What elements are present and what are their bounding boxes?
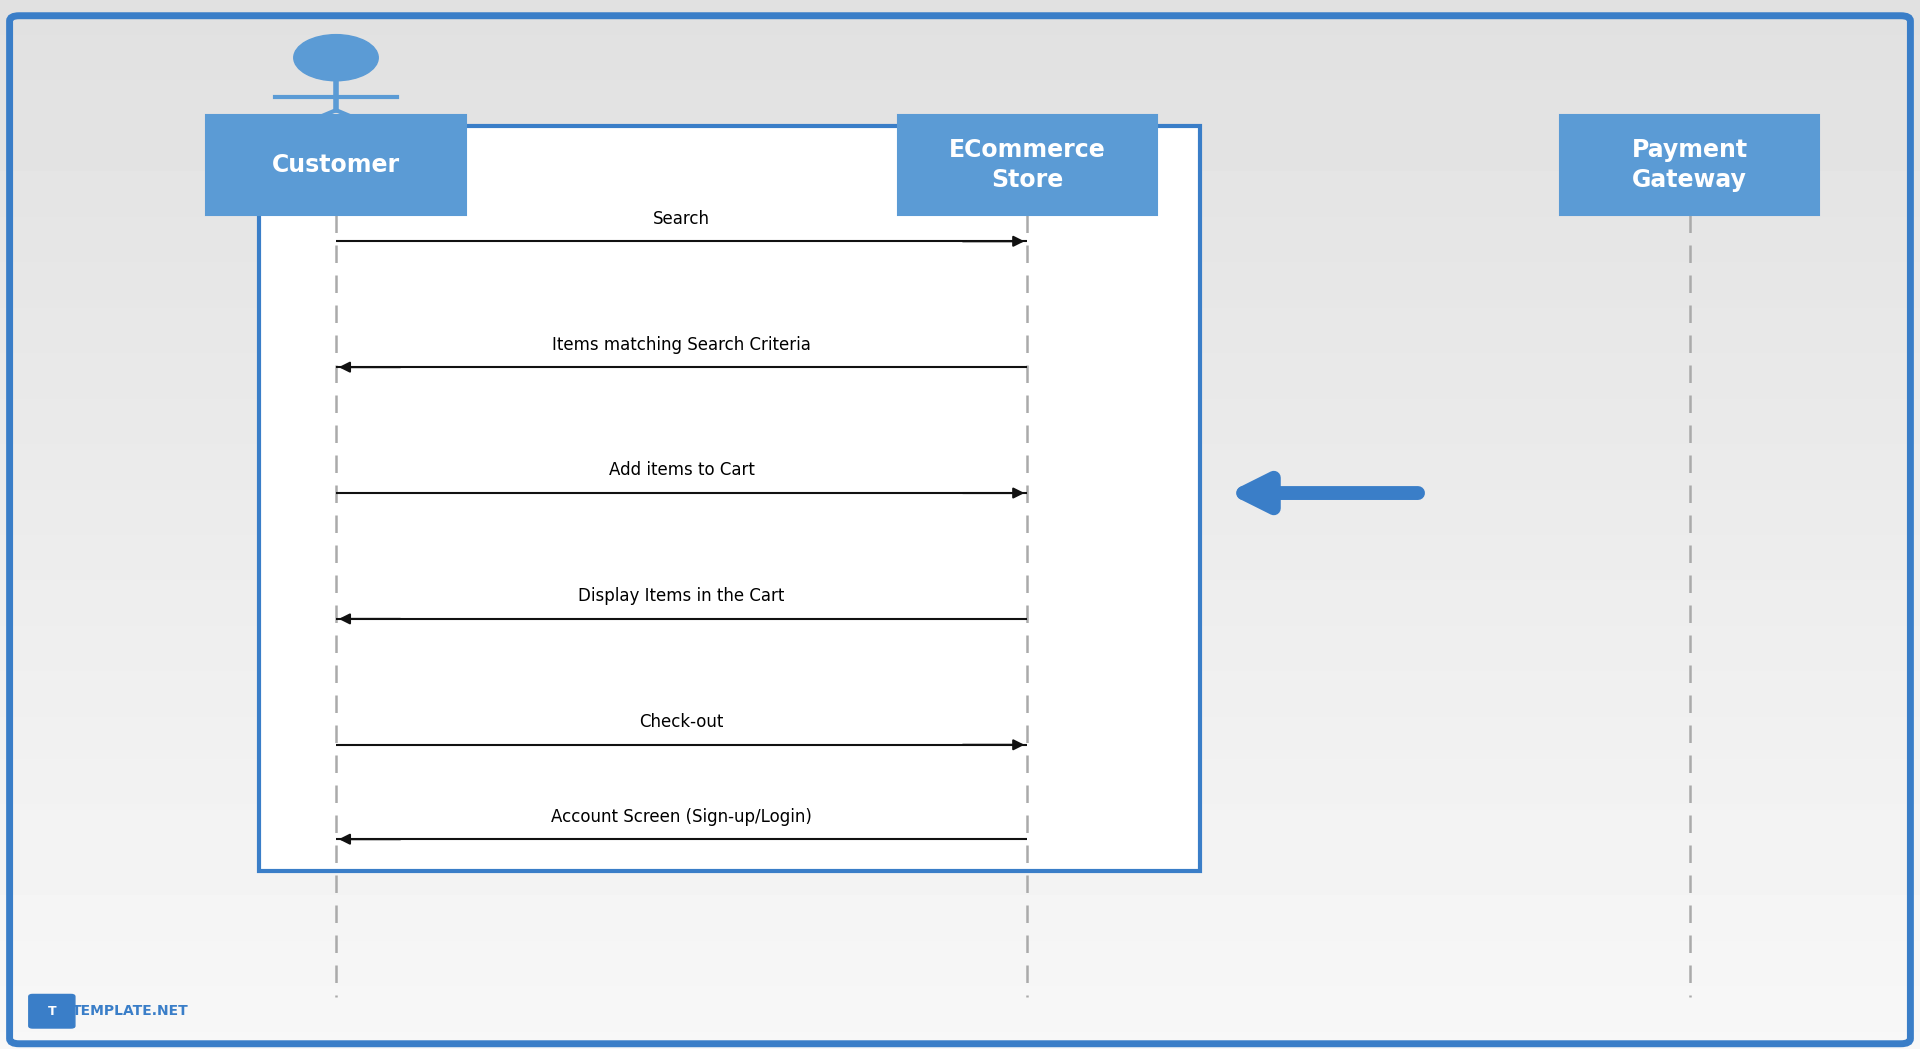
Text: ECommerce
Store: ECommerce Store bbox=[948, 138, 1106, 192]
Circle shape bbox=[294, 35, 378, 81]
Text: Display Items in the Cart: Display Items in the Cart bbox=[578, 587, 785, 605]
Bar bbox=[259, 126, 1200, 871]
Text: TEMPLATE.NET: TEMPLATE.NET bbox=[73, 1004, 188, 1019]
FancyBboxPatch shape bbox=[29, 994, 75, 1028]
Text: Add items to Cart: Add items to Cart bbox=[609, 462, 755, 479]
Bar bbox=[205, 115, 467, 215]
Text: T: T bbox=[48, 1005, 56, 1018]
Bar bbox=[899, 115, 1156, 215]
Text: Customer: Customer bbox=[273, 153, 399, 177]
Text: Payment
Gateway: Payment Gateway bbox=[1632, 138, 1747, 192]
Text: Items matching Search Criteria: Items matching Search Criteria bbox=[553, 336, 810, 354]
Text: Check-out: Check-out bbox=[639, 713, 724, 731]
Text: Account Screen (Sign-up/Login): Account Screen (Sign-up/Login) bbox=[551, 808, 812, 826]
Bar bbox=[1559, 115, 1820, 215]
Text: Search: Search bbox=[653, 210, 710, 228]
